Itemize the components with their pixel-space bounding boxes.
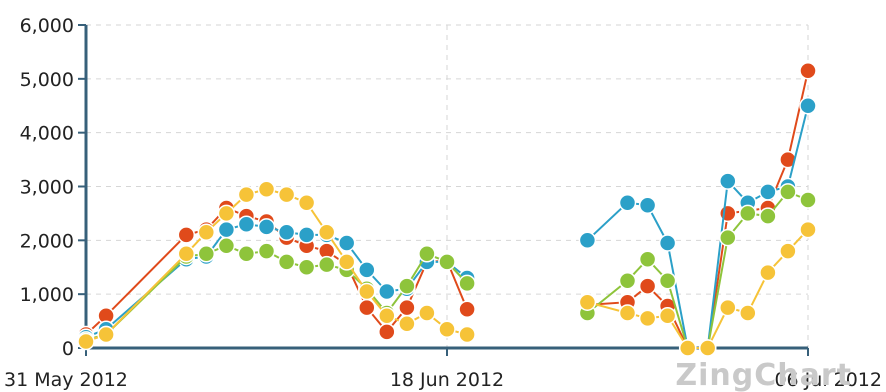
data-point[interactable] <box>77 332 95 351</box>
y-tick-label: 0 <box>62 338 74 360</box>
data-point[interactable] <box>759 263 777 282</box>
data-point[interactable] <box>799 97 817 115</box>
y-tick-label: 1,000 <box>20 284 74 306</box>
y-tick-label: 6,000 <box>20 15 74 37</box>
grid-layer <box>86 24 809 348</box>
x-tick-label: 31 May 2012 <box>4 369 128 391</box>
data-point[interactable] <box>277 185 296 204</box>
data-point[interactable] <box>438 253 456 271</box>
data-point[interactable] <box>217 204 236 223</box>
data-point[interactable] <box>658 271 677 290</box>
data-point[interactable] <box>719 228 737 247</box>
data-point[interactable] <box>378 282 396 301</box>
y-tick-label: 3,000 <box>20 177 74 199</box>
data-point[interactable] <box>217 220 236 239</box>
data-point[interactable] <box>317 255 336 274</box>
data-point[interactable] <box>197 245 216 263</box>
data-point[interactable] <box>177 245 196 263</box>
watermark-logo: ZingChart <box>675 358 852 392</box>
data-point[interactable] <box>779 242 797 260</box>
data-point[interactable] <box>378 306 396 325</box>
data-point[interactable] <box>257 218 276 236</box>
data-point[interactable] <box>257 242 276 260</box>
data-point[interactable] <box>658 234 677 252</box>
series-4 <box>77 180 817 357</box>
data-point[interactable] <box>458 300 476 318</box>
data-point[interactable] <box>277 253 296 271</box>
data-point[interactable] <box>799 191 817 209</box>
data-point[interactable] <box>358 261 376 279</box>
data-point[interactable] <box>237 215 256 233</box>
data-point[interactable] <box>398 315 416 333</box>
data-point[interactable] <box>759 183 777 201</box>
data-point[interactable] <box>578 293 597 311</box>
y-tick-label: 2,000 <box>20 230 74 252</box>
data-point[interactable] <box>719 172 737 190</box>
data-point[interactable] <box>237 185 256 204</box>
series-line <box>587 228 809 349</box>
data-point[interactable] <box>698 339 717 357</box>
data-point[interactable] <box>658 306 677 325</box>
data-point[interactable] <box>237 245 256 263</box>
data-point[interactable] <box>739 304 757 322</box>
data-point[interactable] <box>358 282 376 301</box>
data-point[interactable] <box>418 245 436 263</box>
data-point[interactable] <box>799 220 817 239</box>
y-tick-label: 4,000 <box>20 123 74 145</box>
data-point[interactable] <box>739 204 757 223</box>
data-point[interactable] <box>638 309 657 328</box>
data-point[interactable] <box>779 183 797 201</box>
data-point[interactable] <box>719 204 737 223</box>
data-point[interactable] <box>378 323 396 341</box>
series-layer <box>77 62 817 357</box>
data-point[interactable] <box>297 258 316 277</box>
x-tick-label: 06 Jul 2012 <box>774 369 882 391</box>
data-point[interactable] <box>638 250 657 268</box>
axis-layer <box>78 24 809 356</box>
data-point[interactable] <box>719 298 737 317</box>
data-point[interactable] <box>297 193 316 212</box>
data-point[interactable] <box>638 196 657 215</box>
data-point[interactable] <box>97 325 115 344</box>
data-point[interactable] <box>317 223 336 242</box>
data-point[interactable] <box>458 325 476 344</box>
data-point[interactable] <box>578 231 597 250</box>
data-point[interactable] <box>618 193 637 212</box>
data-point[interactable] <box>438 320 456 338</box>
data-point[interactable] <box>358 298 376 317</box>
data-point[interactable] <box>297 226 316 244</box>
data-point[interactable] <box>418 304 436 322</box>
data-point[interactable] <box>217 236 236 255</box>
x-tick-label: 18 Jun 2012 <box>390 369 504 391</box>
data-point[interactable] <box>458 274 476 293</box>
data-point[interactable] <box>779 150 797 169</box>
data-point[interactable] <box>337 234 356 252</box>
data-point[interactable] <box>398 298 416 317</box>
data-point[interactable] <box>678 339 697 357</box>
data-point[interactable] <box>618 304 637 322</box>
data-point[interactable] <box>638 277 657 295</box>
data-point[interactable] <box>398 277 416 295</box>
y-tick-label: 5,000 <box>20 69 74 91</box>
label-layer: 0 1,000 2,000 3,000 4,000 5,000 6,000 31 May 20… <box>4 15 882 391</box>
data-point[interactable] <box>618 271 637 290</box>
data-point[interactable] <box>277 223 296 242</box>
data-point[interactable] <box>257 180 276 198</box>
data-point[interactable] <box>177 226 196 244</box>
data-point[interactable] <box>337 253 356 271</box>
data-point[interactable] <box>759 207 777 225</box>
data-point[interactable] <box>197 223 216 242</box>
data-point[interactable] <box>799 62 817 80</box>
